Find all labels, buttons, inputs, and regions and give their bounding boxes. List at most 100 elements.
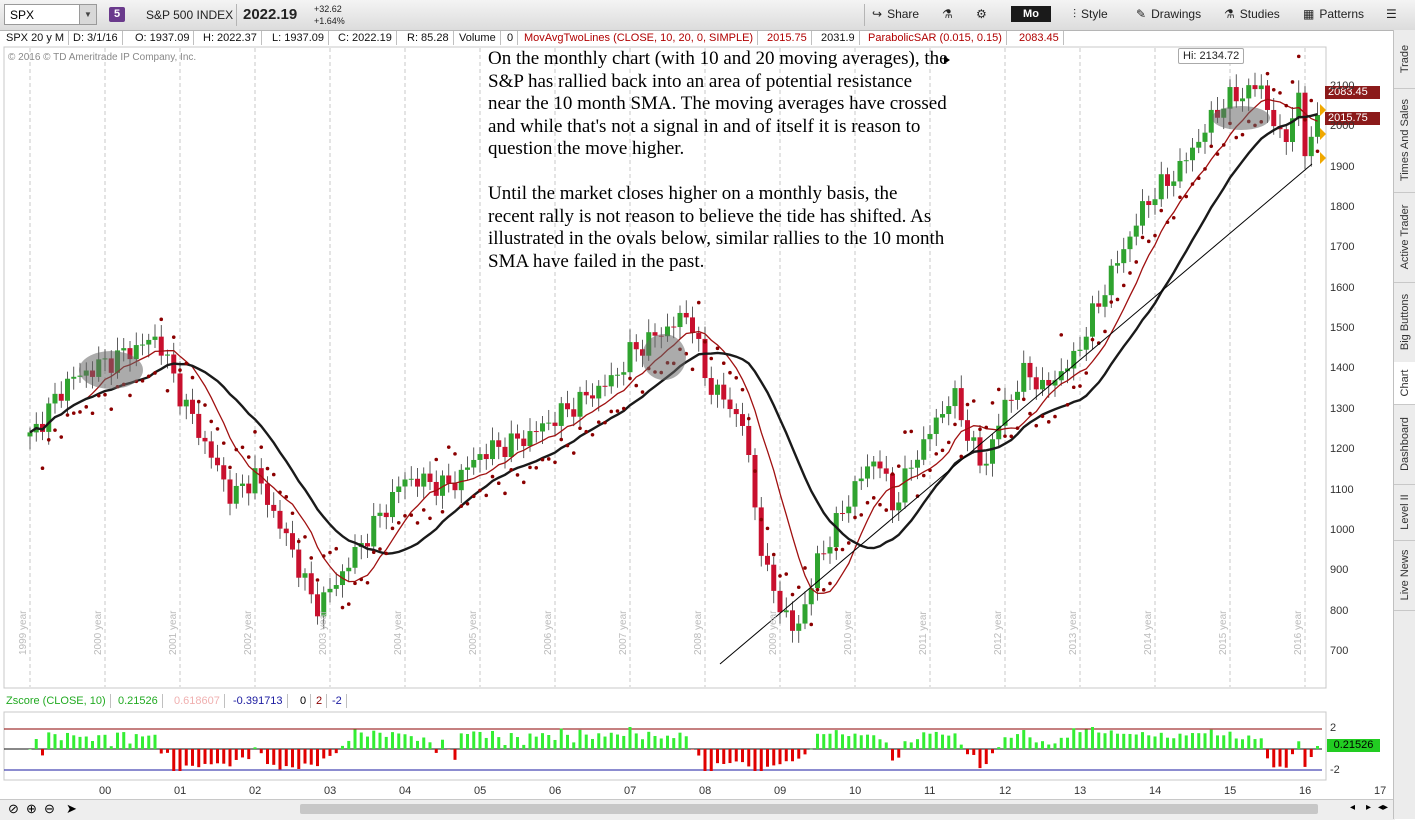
tab-big-buttons[interactable]: Big Buttons [1394, 282, 1415, 363]
zscore-lower-value: -0.391713 [229, 694, 288, 708]
zoom-fit-icon[interactable]: ⊘ [8, 801, 19, 816]
tab-live-news[interactable]: Live News [1394, 540, 1415, 611]
sar-dot [228, 465, 232, 470]
zscore-bar [291, 749, 294, 768]
price-axis-label: 1200 [1330, 443, 1355, 456]
zscore-bar [459, 733, 463, 749]
zoom-in-icon[interactable]: ⊕ [26, 801, 37, 816]
symbol-dropdown-icon[interactable]: ▼ [79, 5, 96, 24]
candle-body [540, 423, 545, 432]
tab-active-trader[interactable]: Active Trader [1394, 192, 1415, 283]
patterns-button[interactable]: ▦ Patterns [1303, 4, 1364, 25]
link-group-badge[interactable]: 5 [109, 7, 125, 22]
expand-arrow-icon[interactable] [944, 56, 950, 64]
candle-body [1146, 201, 1152, 206]
sar-dot [1009, 434, 1014, 439]
candle-body [1008, 399, 1014, 401]
zscore-bar [797, 749, 801, 759]
menu-icon: ☰ [1386, 7, 1397, 21]
sar-dot [884, 508, 889, 512]
resistance-oval[interactable] [1212, 106, 1270, 130]
sar-dot [240, 445, 245, 450]
zscore-bar [791, 749, 794, 762]
flask-button[interactable]: ⚗ [942, 4, 953, 25]
scroll-left-icon[interactable]: ◂ [1350, 802, 1356, 813]
annotation-text[interactable]: On the monthly chart (with 10 and 20 mov… [488, 48, 948, 295]
symbol-input[interactable]: SPX ▼ [4, 4, 97, 25]
sar-dot [790, 592, 795, 597]
sar-dot [271, 472, 276, 477]
tab-times-and-sales[interactable]: Times And Sales [1394, 88, 1415, 193]
zscore-study-label[interactable]: Zscore (CLOSE, 10) [2, 694, 111, 708]
time-axis-label: 10 [849, 785, 862, 797]
sar-dot [90, 411, 95, 416]
settings-button[interactable]: ⚙ [976, 4, 987, 25]
candle-body [708, 378, 714, 395]
sar-dot [996, 387, 1001, 392]
scroll-right-icon[interactable]: ▸ [1366, 802, 1372, 813]
zscore-bar [878, 739, 882, 749]
sma-study-label[interactable]: MovAvgTwoLines (CLOSE, 10, 20, 0, SIMPLE… [520, 31, 759, 45]
studies-button[interactable]: ⚗ Studies [1224, 4, 1280, 25]
scroll-end-icon[interactable]: ◂▸ [1378, 802, 1389, 813]
sar-dot [934, 452, 939, 456]
cursor-icon[interactable]: ➤ [66, 801, 77, 816]
zoom-out-icon[interactable]: ⊖ [44, 801, 55, 816]
zscore-bar [184, 749, 188, 766]
sar-dot [778, 574, 782, 578]
zscore-bar [1216, 735, 1219, 749]
sar-dot [640, 390, 645, 394]
zscore-bar [128, 743, 132, 749]
price-axis-label: 900 [1330, 564, 1349, 577]
candle-body [1121, 249, 1127, 264]
candle-body [208, 441, 214, 458]
candle-body [402, 479, 408, 487]
sar-dot [759, 517, 764, 522]
tab-trade[interactable]: Trade [1394, 30, 1415, 89]
candle-body [958, 388, 964, 421]
zscore-bar [534, 736, 538, 749]
period-button[interactable]: Mo [1011, 6, 1051, 22]
zscore-bar [728, 749, 732, 764]
tab-dashboard[interactable]: Dashboard [1394, 404, 1415, 485]
candle-body [52, 393, 58, 404]
candle-body [808, 588, 814, 605]
zscore-bar [672, 738, 676, 749]
price-chart[interactable] [0, 0, 1390, 800]
style-button[interactable]: ⫶ Style [1073, 4, 1108, 25]
drawings-button[interactable]: ✎ Drawings [1136, 4, 1201, 25]
zscore-bar [41, 749, 44, 756]
resistance-oval[interactable] [642, 334, 686, 380]
candle-body [221, 465, 227, 480]
sar-dot [878, 502, 882, 507]
horizontal-scrollbar[interactable] [300, 804, 1318, 814]
resistance-oval[interactable] [79, 351, 143, 389]
candle-body [1283, 129, 1289, 142]
sar-dot [1309, 98, 1314, 103]
tab-chart[interactable]: Chart [1394, 362, 1415, 405]
candle-body [671, 326, 677, 328]
candle-body [1152, 199, 1158, 206]
annotation-paragraph: On the monthly chart (with 10 and 20 mov… [488, 48, 948, 160]
trendline[interactable] [719, 163, 1313, 665]
sar-dot [1190, 182, 1195, 186]
sar-dot [1109, 300, 1114, 304]
sar-dot [1040, 414, 1045, 419]
candle-body [527, 431, 533, 447]
tab-level-ii[interactable]: Level II [1394, 484, 1415, 541]
sar-dot [1296, 54, 1301, 59]
zscore-bar [1016, 734, 1019, 749]
sar-dot [1234, 135, 1239, 140]
year-label: 2006 year [543, 610, 554, 655]
candle-body [1233, 87, 1239, 102]
sar-dot [953, 422, 957, 427]
sar-study-label[interactable]: ParabolicSAR (0.015, 0.15) [864, 31, 1007, 45]
share-button[interactable]: ↪ Share [872, 4, 919, 25]
sar-dot [278, 490, 282, 495]
candle-body [546, 422, 552, 424]
zscore-bar [572, 742, 576, 749]
zscore-bar [778, 749, 782, 765]
candle-body [1296, 92, 1302, 119]
more-menu-button[interactable]: ☰ [1386, 4, 1397, 25]
zscore-bar [159, 749, 163, 754]
